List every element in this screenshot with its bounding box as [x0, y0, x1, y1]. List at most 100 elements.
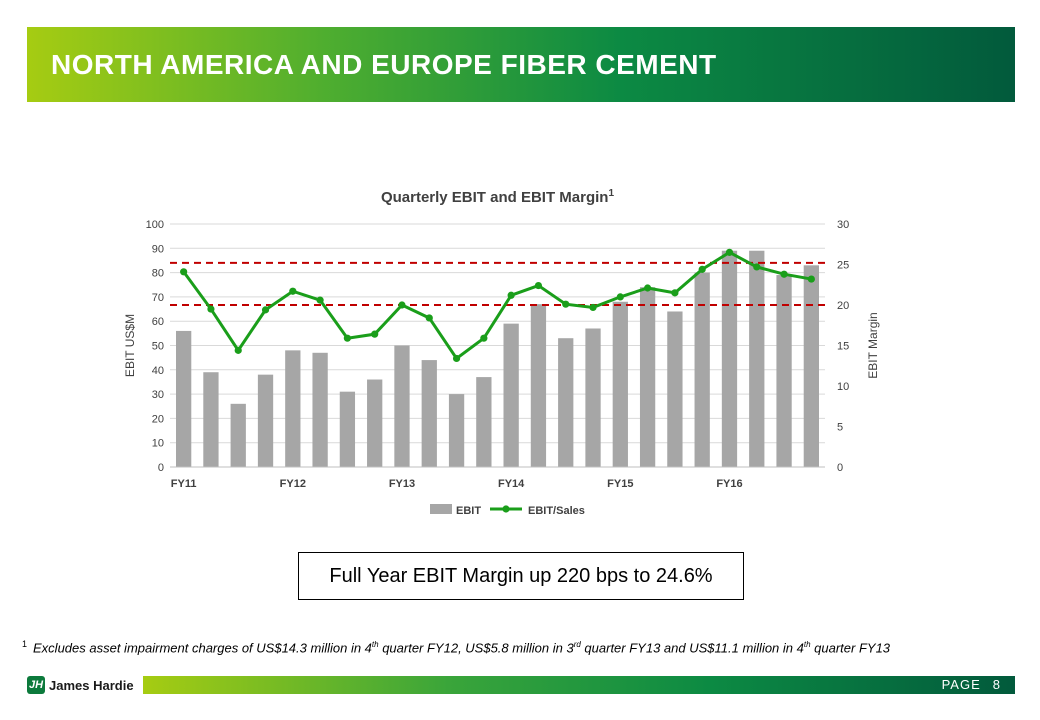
bar-ebit — [639, 287, 656, 467]
point-ebit-sales — [261, 306, 270, 314]
point-ebit-sales — [671, 289, 679, 297]
bar-ebit — [558, 338, 574, 467]
x-tick-label: FY11 — [171, 478, 197, 490]
y-tick-label: 100 — [146, 219, 164, 231]
y-tick-label: 0 — [158, 462, 164, 474]
point-ebit-sales — [316, 296, 324, 304]
logo-text: James Hardie — [49, 677, 134, 693]
ebit-chart: Quarterly EBIT and EBIT Margin1 0 10 20 30 40… — [123, 188, 880, 517]
y-tick-label: 10 — [152, 438, 164, 450]
point-ebit-sales — [534, 281, 543, 290]
point-ebit-sales — [698, 265, 706, 273]
chart-title: Quarterly EBIT and EBIT Margin1 — [381, 188, 615, 206]
y2-tick-label: 25 — [837, 260, 849, 272]
x-tick-label: FY14 — [498, 478, 525, 490]
footer-bar: PAGE 8 — [143, 676, 1015, 694]
header-band: NORTH AMERICA AND EUROPE FIBER CEMENT — [27, 27, 1015, 102]
point-ebit-sales — [480, 334, 488, 342]
bar-ebit — [612, 301, 628, 467]
y-tick-label: 60 — [152, 316, 164, 328]
bar-ebit — [803, 265, 819, 467]
bar-ebit — [285, 350, 301, 467]
point-ebit-sales — [807, 275, 815, 283]
point-ebit-sales — [644, 284, 652, 292]
bar-ebit — [694, 272, 710, 467]
y-tick-label: 80 — [152, 268, 164, 280]
y-tick-label: 40 — [152, 365, 164, 377]
x-tick-label: FY12 — [280, 478, 306, 490]
bar-ebit — [367, 379, 383, 467]
page-indicator: PAGE 8 — [930, 677, 1001, 692]
point-ebit-sales — [589, 303, 597, 312]
point-ebit-sales — [343, 334, 351, 342]
y-tick-label: 20 — [152, 413, 164, 425]
footnote-part: quarter FY12, US$5.8 million in 3 — [378, 640, 574, 656]
footnote-sup: rd — [573, 640, 581, 649]
bar-ebit — [476, 377, 492, 467]
bar-ebit — [394, 345, 410, 467]
bar-ebit — [749, 250, 765, 467]
bar-ebit — [339, 391, 356, 467]
bar-ebit — [585, 328, 601, 467]
point-ebit-sales — [289, 287, 297, 295]
page-title: NORTH AMERICA AND EUROPE FIBER CEMENT — [51, 49, 717, 80]
y2-tick-label: 30 — [837, 219, 849, 231]
logo-mark-icon: JH — [27, 676, 45, 694]
footnote-marker: 1 — [22, 639, 28, 650]
point-ebit-sales — [180, 268, 188, 276]
footnote-part: quarter FY13 — [810, 640, 891, 656]
legend-marker-ebit-sales — [502, 505, 510, 513]
bar-ebit — [448, 394, 465, 467]
point-ebit-sales — [616, 293, 624, 301]
point-ebit-sales — [753, 263, 761, 271]
x-tick-label: FY15 — [607, 478, 633, 490]
y-tick-label: 90 — [152, 243, 164, 255]
footnote-sup: th — [803, 640, 811, 649]
bar-ebit — [530, 304, 547, 467]
footnote-sup: th — [371, 640, 379, 649]
y2-tick-label: 5 — [837, 422, 843, 434]
bar-ebit — [667, 311, 683, 467]
point-ebit-sales — [780, 270, 788, 278]
point-ebit-sales — [371, 330, 379, 338]
y-axis-label: EBIT US$M — [123, 314, 137, 377]
footnote-part: Excludes asset impairment charges of US$… — [33, 640, 372, 656]
y-tick-label: 50 — [152, 341, 164, 353]
page-number: 8 — [992, 677, 1001, 692]
y-tick-label: 30 — [152, 389, 164, 401]
bar-ebit — [230, 403, 246, 467]
footnote: 1 Excludes asset impairment charges of US… — [22, 639, 891, 656]
bar-ebit — [176, 330, 192, 467]
point-ebit-sales — [452, 354, 461, 363]
y2-tick-label: 0 — [837, 462, 843, 474]
y2-tick-label: 20 — [837, 300, 849, 312]
bar-ebit — [776, 275, 792, 467]
point-ebit-sales — [425, 314, 433, 322]
legend-label-ebit: EBIT — [456, 505, 481, 517]
company-logo: JH James Hardie — [27, 676, 134, 694]
bar-ebit — [312, 352, 328, 467]
line-ebit-sales — [182, 250, 812, 361]
bar-ebit — [421, 360, 437, 467]
footnote-part: quarter FY13 and US$11.1 million in 4 — [580, 640, 804, 656]
x-tick-label: FY16 — [716, 478, 742, 490]
bar-ebit — [257, 374, 274, 467]
page-label: PAGE — [941, 677, 981, 692]
point-ebit-sales — [398, 301, 406, 309]
point-ebit-sales — [725, 248, 734, 256]
point-ebit-sales — [234, 346, 242, 354]
legend-swatch-ebit — [430, 504, 452, 514]
bar-ebit — [503, 323, 519, 467]
summary-callout: Full Year EBIT Margin up 220 bps to 24.6… — [298, 552, 744, 600]
legend-label-ebit-sales: EBIT/Sales — [528, 505, 585, 517]
y2-tick-label: 15 — [837, 341, 849, 353]
bar-ebit — [721, 250, 738, 467]
point-ebit-sales — [207, 305, 215, 313]
point-ebit-sales — [507, 291, 515, 299]
y-tick-label: 70 — [152, 292, 164, 304]
point-ebit-sales — [562, 300, 570, 308]
bar-ebit — [203, 372, 219, 467]
y2-tick-label: 10 — [837, 381, 849, 393]
y2-axis-label: EBIT Margin — [866, 312, 880, 378]
x-tick-label: FY13 — [389, 478, 415, 490]
